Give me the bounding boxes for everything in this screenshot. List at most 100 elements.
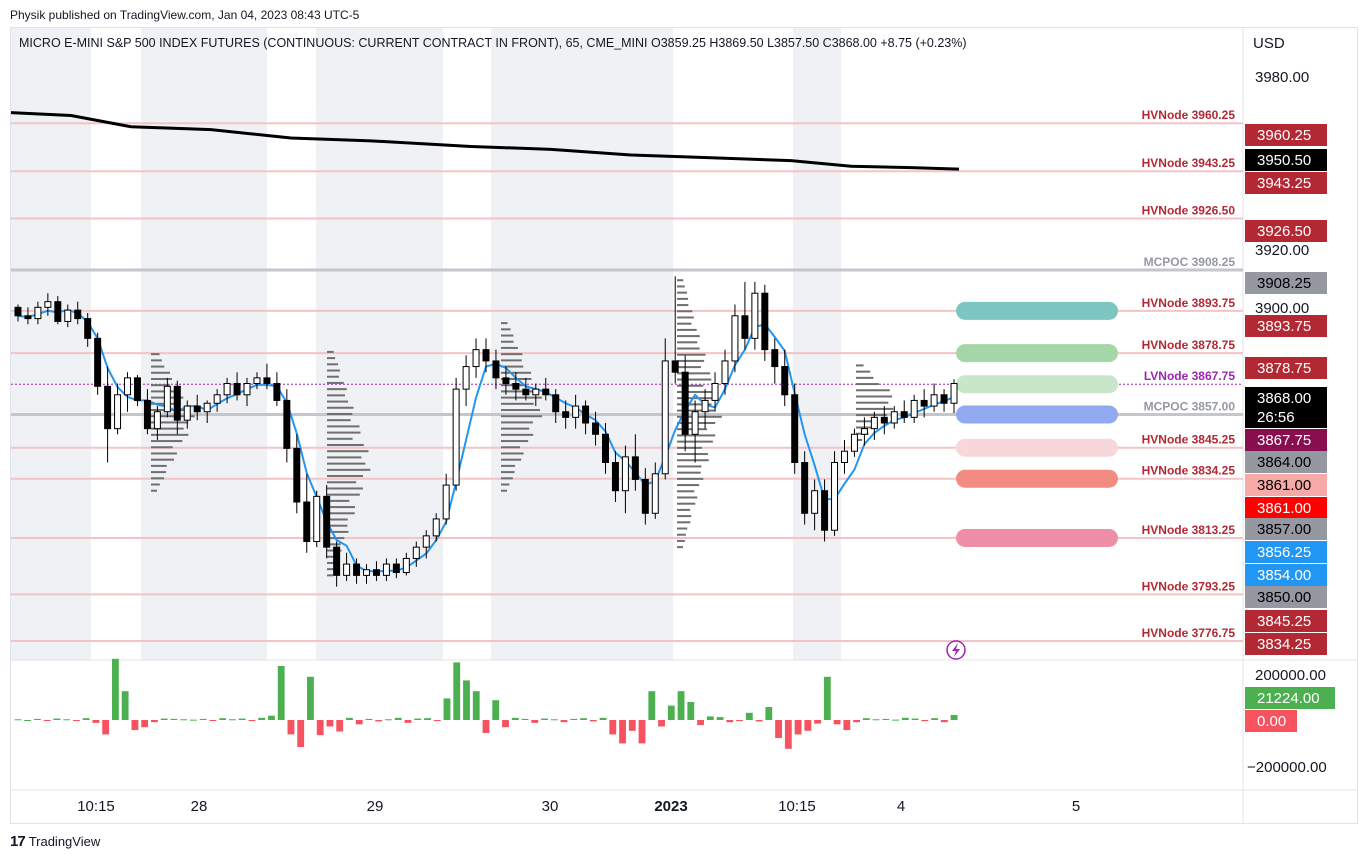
volume-bar bbox=[511, 717, 519, 720]
candle bbox=[651, 462, 659, 519]
candle-body bbox=[572, 405, 580, 418]
volume-bar bbox=[355, 720, 363, 725]
candle bbox=[14, 304, 22, 322]
candle bbox=[363, 564, 370, 584]
candle-body bbox=[781, 366, 789, 396]
candle-body bbox=[94, 337, 102, 387]
y-tick-0: 3980.00 bbox=[1255, 69, 1309, 86]
candle-body bbox=[860, 428, 868, 435]
volume-bar bbox=[794, 720, 802, 735]
profile-bar-1 bbox=[327, 561, 336, 564]
profile-bar-4 bbox=[856, 364, 864, 367]
profile-bar-2 bbox=[501, 458, 522, 461]
candle-body bbox=[532, 388, 540, 396]
profile-bar-2 bbox=[501, 483, 510, 486]
volume-bar bbox=[765, 707, 773, 720]
volume-bar bbox=[433, 720, 441, 722]
chart-title: MICRO E-MINI S&P 500 INDEX FUTURES (CONT… bbox=[19, 36, 967, 50]
volume-bar bbox=[375, 720, 383, 722]
session-shading bbox=[11, 28, 1357, 823]
vol-tick-1: −200000.00 bbox=[1247, 759, 1327, 776]
profile-bar-1 bbox=[327, 363, 339, 366]
profile-bar-4 bbox=[856, 376, 874, 379]
candle bbox=[223, 377, 231, 404]
level-label-6: LVNode 3867.75 bbox=[1144, 369, 1235, 383]
candle bbox=[582, 400, 590, 435]
candle bbox=[462, 355, 470, 407]
lightning-icon[interactable] bbox=[946, 640, 966, 660]
candle bbox=[572, 394, 580, 429]
volume-bar bbox=[599, 717, 607, 720]
candle-body bbox=[482, 349, 490, 362]
chart-svg[interactable]: HVNode 3960.25 HVNode 3943.25 HVNode 3926.… bbox=[11, 28, 1357, 823]
volume-bar bbox=[472, 691, 480, 720]
candle-body bbox=[203, 402, 211, 413]
candle bbox=[233, 372, 241, 401]
profile-bar-0 bbox=[151, 471, 167, 474]
profile-bar-3 bbox=[677, 527, 688, 530]
candle-body bbox=[133, 377, 141, 401]
future-area bbox=[959, 28, 1243, 660]
profile-bar-3 bbox=[677, 409, 715, 412]
candle-body bbox=[621, 456, 629, 492]
volume-bar bbox=[775, 720, 782, 738]
profile-bar-2 bbox=[501, 365, 524, 368]
candle-body bbox=[293, 447, 301, 503]
candle-body bbox=[831, 462, 839, 531]
profile-bar-1 bbox=[327, 499, 350, 502]
candle-body bbox=[114, 394, 122, 430]
candle-body bbox=[253, 377, 261, 385]
candle bbox=[472, 338, 480, 378]
candle-body bbox=[562, 411, 570, 418]
candle bbox=[542, 377, 550, 401]
vol-tag-bg-0 bbox=[1245, 687, 1335, 709]
price-tag-bg-10 bbox=[1245, 451, 1327, 473]
candle-body bbox=[462, 366, 470, 390]
profile-bar-1 bbox=[327, 512, 355, 515]
candle-body bbox=[910, 399, 918, 418]
level-label-4: HVNode 3893.75 bbox=[1142, 296, 1236, 310]
volume-bar bbox=[248, 720, 256, 722]
volume-bar bbox=[648, 691, 656, 720]
candle bbox=[84, 312, 92, 347]
x-tick-0: 10:15 bbox=[77, 798, 115, 815]
candle-body bbox=[821, 490, 829, 531]
profile-bar-1 bbox=[327, 394, 345, 397]
profile-bar-1 bbox=[327, 375, 339, 378]
volume-bar bbox=[589, 720, 597, 722]
candle bbox=[372, 561, 380, 581]
candle-body bbox=[432, 518, 440, 537]
profile-bar-3 bbox=[677, 434, 716, 437]
volume-bar bbox=[277, 666, 285, 720]
price-tag-5: 3893.75 bbox=[1257, 318, 1311, 335]
footer-brand-label: TradingView bbox=[28, 834, 101, 849]
volume-bar bbox=[814, 720, 822, 724]
candle-body bbox=[890, 411, 898, 424]
profile-bar-1 bbox=[327, 524, 348, 527]
profile-bar-3 bbox=[677, 515, 692, 518]
candle bbox=[801, 451, 809, 525]
candle bbox=[562, 400, 570, 429]
candle bbox=[44, 293, 52, 316]
volume-bar bbox=[531, 720, 539, 723]
candle bbox=[741, 281, 749, 350]
profile-bar-2 bbox=[501, 415, 543, 418]
candle-body bbox=[761, 292, 769, 351]
profile-bar-0 bbox=[151, 421, 189, 424]
candle bbox=[492, 349, 500, 390]
candle bbox=[532, 383, 540, 407]
volume-bar bbox=[102, 720, 110, 735]
profile-bar-1 bbox=[327, 419, 351, 422]
chart-frame[interactable]: HVNode 3960.25 HVNode 3943.25 HVNode 3926.… bbox=[10, 27, 1358, 824]
profile-bar-0 bbox=[151, 489, 157, 492]
profile-bar-0 bbox=[151, 384, 170, 387]
candle bbox=[313, 490, 321, 548]
volume-bar bbox=[72, 720, 80, 722]
profile-bar-1 bbox=[327, 444, 364, 447]
level-label-5: HVNode 3878.75 bbox=[1142, 338, 1236, 352]
candle-body bbox=[502, 377, 510, 385]
profile-bar-2 bbox=[501, 390, 539, 393]
profile-bar-2 bbox=[501, 433, 534, 436]
candle bbox=[930, 383, 938, 412]
volume-bar bbox=[502, 720, 509, 728]
